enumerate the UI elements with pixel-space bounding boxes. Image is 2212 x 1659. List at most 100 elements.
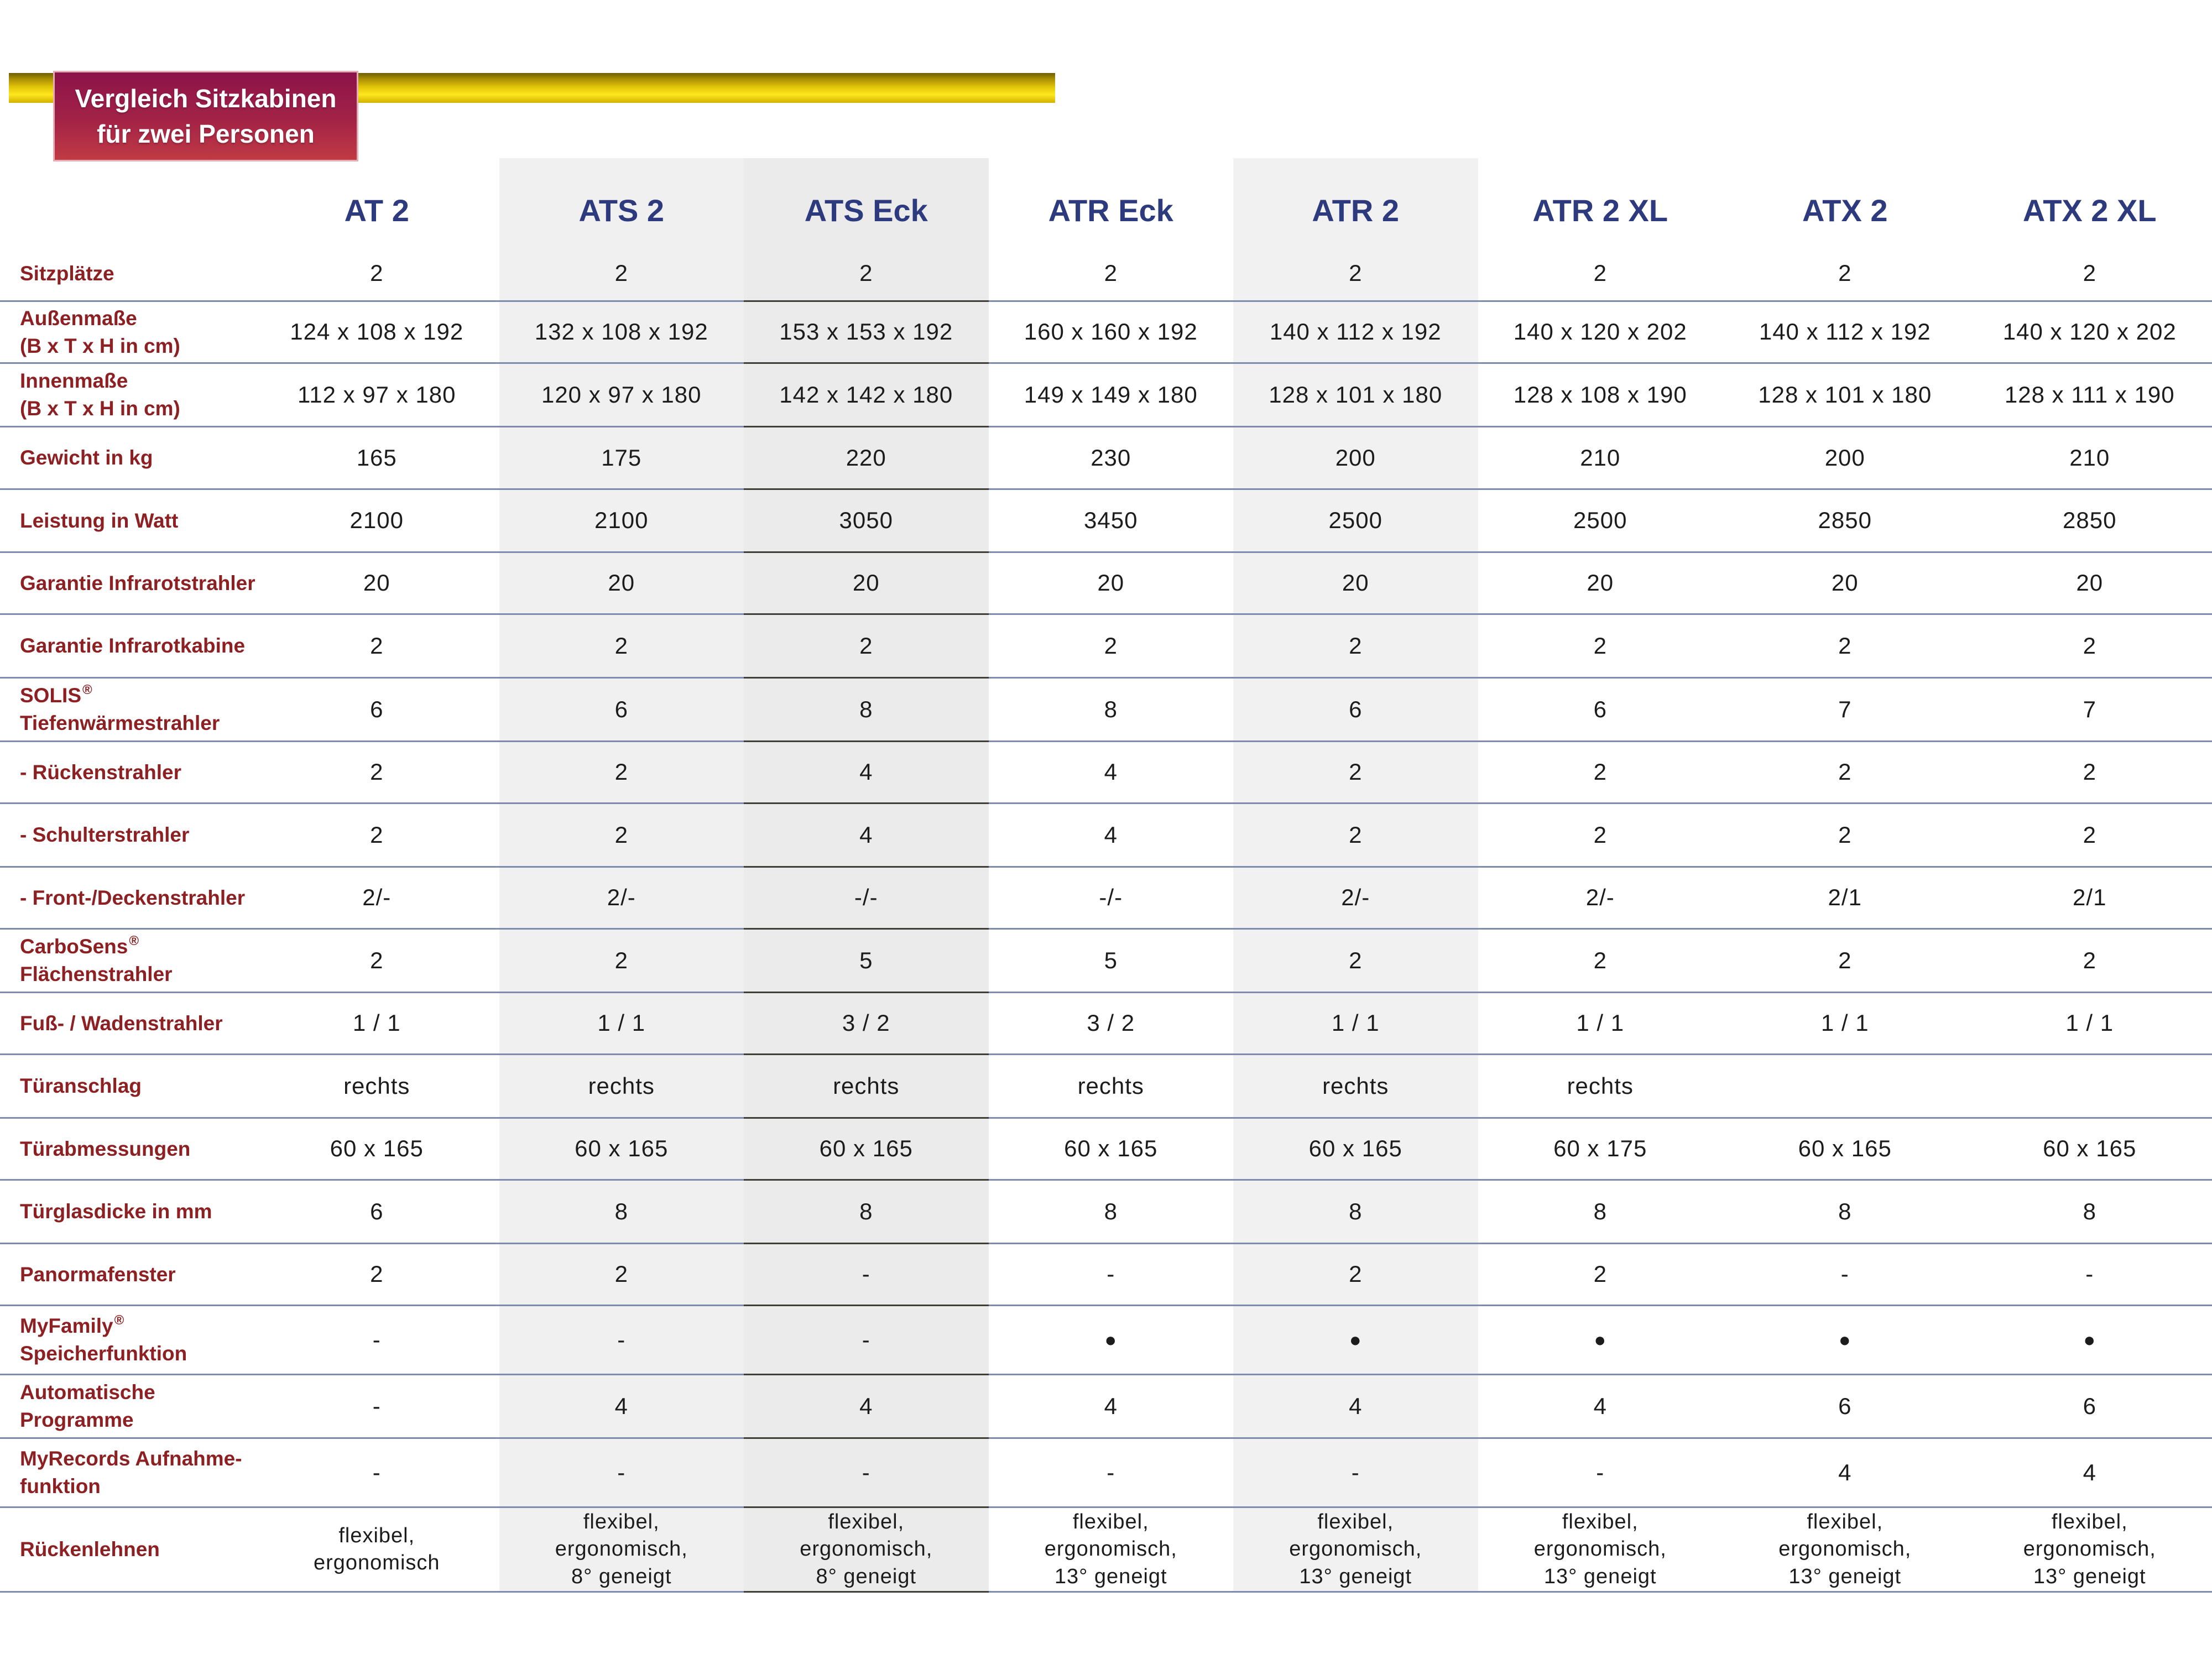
table-cell: 3 / 2 [988,993,1233,1055]
cell-text-line: rechts [1322,1072,1389,1099]
cell-text-line: ergonomisch, [800,1537,933,1561]
table-cell: flexibel, ergonomisch, 13° geneigt [1478,1508,1723,1593]
cell-text-line: 2 [370,821,384,848]
row-label-line: - Schulterstrahler [20,823,190,847]
cell-text-line: 2 [1838,947,1852,973]
table-cell: - [988,1244,1233,1306]
cell-text-line: ergonomisch, [1044,1537,1177,1561]
cell-text-line: 1 / 1 [1576,1010,1625,1036]
table-cell: 8 [1723,1181,1968,1244]
table-cell: 2 [1967,247,2212,302]
title-line2: für zwei Personen [97,119,315,148]
cell-text-line: 8 [1593,1198,1607,1224]
cell-text-line: 175 [601,444,642,471]
table-cell: 2 [1233,742,1478,804]
cell-text-line: - [617,1459,626,1485]
column-header-atr-2: ATR 2 [1233,158,1478,247]
cell-text-line: 2 [614,947,628,973]
table-cell: 5 [988,930,1233,993]
row-label-tuerabmessungen: Türabmessungen [0,1119,254,1181]
table-cell: 2 [744,615,989,679]
table-cell: 20 [1478,553,1723,615]
cell-text-line: 20 [2076,570,2104,596]
row-label-line: Gewicht in kg [20,446,153,469]
row-label-garantie_infrarotstrahler: Garantie Infrarotstrahler [0,553,255,615]
table-cell: - [1723,1244,1968,1306]
table-cell: 6 [499,679,744,742]
table-cell: flexibel, ergonomisch, 13° geneigt [1967,1508,2212,1593]
row-label-gewicht: Gewicht in kg [0,427,254,490]
cell-text-line: 6 [1593,696,1607,722]
cell-text-line: 8° geneigt [571,1564,672,1588]
row-label-carbosens_flaechenstrahler: CarboSens® Flächenstrahler [0,930,254,993]
cell-text-line: 3050 [839,507,893,534]
table-cell: 3450 [988,490,1233,553]
cell-text-line: 2 [1349,947,1363,973]
table-cell: 60 x 165 [1723,1119,1968,1181]
cell-text-line: 4 [859,759,873,785]
cell-text-line: 128 x 108 x 190 [1513,381,1687,408]
cell-text-line: 6 [1838,1392,1852,1419]
column-header-atr-2-xl: ATR 2 XL [1532,192,1668,228]
table-row: SOLIS® Tiefenwärmestrahler 6 6 8 8 6 6 7 7 [0,679,2212,742]
cell-text-line: 140 x 120 x 202 [1513,319,1687,345]
cell-text-line: 4 [614,1392,628,1419]
table-row: Automatische Programme - 4 4 4 4 4 6 6 [0,1375,2212,1439]
cell-text-line: 2 [2083,821,2096,848]
table-row: Türglasdicke in mm 6 8 8 8 8 8 8 8 [0,1181,2212,1244]
table-cell: 140 x 112 x 192 [1233,302,1478,364]
table-cell: 6 [1723,1375,1968,1439]
table-row: Sitzplätze 2 2 2 2 2 2 2 2 [0,247,2212,302]
table-row: Türanschlag rechts rechts rechts rechts recht… [0,1055,2212,1119]
table-cell: 2500 [1233,490,1478,553]
cell-text-line: 2 [614,821,628,848]
table-cell: - [744,1439,989,1508]
cell-text-line: 165 [356,444,397,471]
cell-text-line: 2850 [2063,507,2117,534]
cell-text-line: 2 [1349,821,1363,848]
cell-text-line: 1 / 1 [352,1010,401,1036]
row-label-line: MyFamily® [20,1313,124,1338]
cell-text-line: ● [1594,1328,1607,1351]
table-cell: 4 [744,742,989,804]
table-row: Fuß- / Wadenstrahler 1 / 1 1 / 1 3 / 2 3 / 2… [0,993,2212,1055]
cell-text-line: 7 [1838,696,1852,722]
cell-text-line: 1 / 1 [597,1010,646,1036]
cell-text-line: 132 x 108 x 192 [534,319,708,345]
table-cell: 2100 [254,490,499,553]
cell-text-line: 2 [1349,260,1363,286]
cell-text-line: 13° geneigt [1299,1564,1412,1588]
table-cell: 60 x 165 [254,1119,499,1181]
table-cell: 8 [1478,1181,1723,1244]
table-cell: 2 [1233,930,1478,993]
cell-text-line: 7 [2083,696,2096,722]
cell-text-line: 2 [2083,759,2096,785]
row-label-line: CarboSens® [20,933,139,958]
table-cell: 4 [1478,1375,1723,1439]
row-label-fuss_wadenstrahler: Fuß- / Wadenstrahler [0,993,254,1055]
row-label-line: MyRecords Aufnahme- [20,1447,242,1470]
cell-text-line: 149 x 149 x 180 [1024,381,1198,408]
row-label-line: Rückenlehnen [20,1538,160,1561]
cell-text-line: 2 [1838,260,1852,286]
table-cell: 4 [1233,1375,1478,1439]
table-cell: rechts [988,1055,1233,1119]
cell-text-line: 2 [370,260,384,286]
table-cell: flexibel, ergonomisch, 13° geneigt [988,1508,1233,1593]
table-cell: 1 / 1 [254,993,499,1055]
table-row: Panormafenster 2 2 - - 2 2 - - [0,1244,2212,1306]
cell-text-line: 20 [1342,570,1369,596]
table-cell: 60 x 175 [1478,1119,1723,1181]
comparison-table: AT 2 ATS 2 ATS Eck ATR Eck ATR 2 ATR 2 XL ATX … [0,158,2212,1593]
table-cell: rechts [1478,1055,1723,1119]
table-cell: 2 [254,930,499,993]
cell-text-line: 2/1 [2073,884,2107,911]
cell-text-line: 140 x 112 x 192 [1269,319,1442,345]
cell-text-line: 20 [852,570,880,596]
cell-text-line: ● [2083,1328,2096,1351]
row-label-sitzplaetze: Sitzplätze [0,247,254,302]
table-cell: ● [1478,1306,1723,1375]
cell-text-line: 13° geneigt [1788,1564,1902,1588]
cell-text-line: 200 [1824,444,1865,471]
table-cell: 140 x 120 x 202 [1967,302,2212,364]
